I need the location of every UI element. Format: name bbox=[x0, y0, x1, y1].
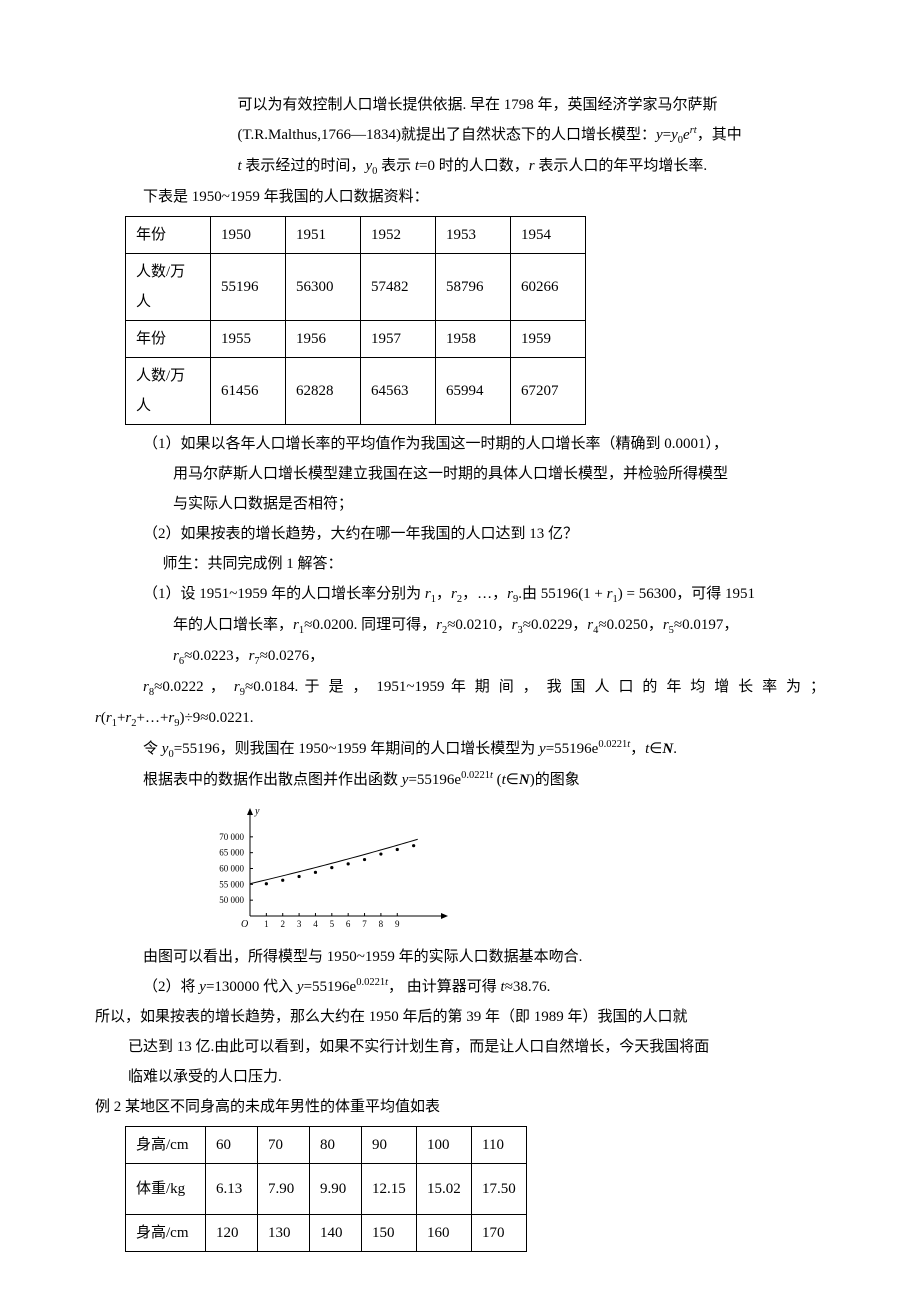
table-cell: 1959 bbox=[511, 321, 586, 358]
table-cell: 1954 bbox=[511, 217, 586, 254]
q2-line: （2）如果按表的增长趋势，大约在哪一年我国的人口达到 13 亿？ bbox=[95, 519, 825, 549]
table-cell: 56300 bbox=[286, 254, 361, 321]
table-cell: 150 bbox=[362, 1215, 417, 1252]
q1-line-a: （1）如果以各年人口增长率的平均值作为我国这一时期的人口增长率（精确到 0.00… bbox=[95, 429, 825, 459]
table-cell: 64563 bbox=[361, 358, 436, 425]
conclusion-b: 已达到 13 亿.由此可以看到，如果不实行计划生育，而是让人口自然增长，今天我国… bbox=[95, 1032, 825, 1062]
table-cell: 年份 bbox=[126, 217, 211, 254]
q1-line-b: 用马尔萨斯人口增长模型建立我国在这一时期的具体人口增长模型，并检验所得模型 bbox=[95, 459, 825, 489]
table-cell: 人数/万人 bbox=[126, 358, 211, 425]
table-cell: 70 bbox=[258, 1127, 310, 1164]
answer1-line5: r(r1+r2+…+r9)÷9≈0.0221. bbox=[95, 703, 825, 734]
table-cell: 67207 bbox=[511, 358, 586, 425]
table-cell: 57482 bbox=[361, 254, 436, 321]
table-cell: 1958 bbox=[436, 321, 511, 358]
table-cell: 1952 bbox=[361, 217, 436, 254]
answer1-line3: r6≈0.0223，r7≈0.0276， bbox=[95, 641, 825, 672]
intro-line2-b: ，其中 bbox=[697, 127, 742, 143]
table-cell: 17.50 bbox=[472, 1164, 527, 1215]
scatter-svg: ytO70 00065 00060 00055 00050 0001234567… bbox=[200, 801, 450, 936]
model-formula: y bbox=[656, 127, 663, 143]
svg-text:6: 6 bbox=[346, 919, 351, 929]
table-cell: 1956 bbox=[286, 321, 361, 358]
intro-line3: t 表示经过的时间，y0 表示 t=0 时的人口数，r 表示人口的年平均增长率. bbox=[95, 151, 825, 182]
answer1-line1: （1）设 1951~1959 年的人口增长率分别为 r1，r2，…，r9.由 5… bbox=[95, 579, 825, 610]
table-cell: 60 bbox=[206, 1127, 258, 1164]
table-cell: 1950 bbox=[211, 217, 286, 254]
table-cell: 12.15 bbox=[362, 1164, 417, 1215]
svg-text:65 000: 65 000 bbox=[219, 848, 244, 858]
intro-line2-a: (T.R.Malthus,1766—1834)就提出了自然状态下的人口增长模型： bbox=[238, 127, 656, 143]
table-cell: 100 bbox=[417, 1127, 472, 1164]
svg-text:O: O bbox=[241, 919, 248, 930]
table-cell: 62828 bbox=[286, 358, 361, 425]
svg-text:70 000: 70 000 bbox=[219, 832, 244, 842]
svg-text:5: 5 bbox=[330, 919, 335, 929]
example2-title: 例 2 某地区不同身高的未成年男性的体重平均值如表 bbox=[95, 1092, 825, 1122]
table-cell: 1953 bbox=[436, 217, 511, 254]
svg-text:60 000: 60 000 bbox=[219, 864, 244, 874]
table-cell: 人数/万人 bbox=[126, 254, 211, 321]
table-cell: 6.13 bbox=[206, 1164, 258, 1215]
table-cell: 130 bbox=[258, 1215, 310, 1252]
table-cell: 身高/cm bbox=[126, 1215, 206, 1252]
scatter-chart: ytO70 00065 00060 00055 00050 0001234567… bbox=[95, 801, 825, 936]
conclusion-c: 临难以承受的人口压力. bbox=[95, 1062, 825, 1092]
answer1-line2: 年的人口增长率，r1≈0.0200. 同理可得，r2≈0.0210，r3≈0.0… bbox=[95, 610, 825, 641]
q2-teacher-line: 师生：共同完成例 1 解答： bbox=[95, 549, 825, 579]
table-cell: 年份 bbox=[126, 321, 211, 358]
svg-text:4: 4 bbox=[313, 919, 318, 929]
table-cell: 61456 bbox=[211, 358, 286, 425]
table-cell: 9.90 bbox=[310, 1164, 362, 1215]
table-cell: 170 bbox=[472, 1215, 527, 1252]
answer2-line1: （2）将 y=130000 代入 y=55196e0.0221t， 由计算器可得… bbox=[95, 972, 825, 1002]
answer1-line6: 令 y0=55196，则我国在 1950~1959 年期间的人口增长模型为 y=… bbox=[95, 734, 825, 765]
table-cell: 1955 bbox=[211, 321, 286, 358]
answer1-after-chart: 由图可以看出，所得模型与 1950~1959 年的实际人口数据基本吻合. bbox=[95, 942, 825, 972]
svg-text:2: 2 bbox=[280, 919, 285, 929]
table-cell: 15.02 bbox=[417, 1164, 472, 1215]
table-cell: 身高/cm bbox=[126, 1127, 206, 1164]
table-cell: 120 bbox=[206, 1215, 258, 1252]
table-cell: 7.90 bbox=[258, 1164, 310, 1215]
table-cell: 65994 bbox=[436, 358, 511, 425]
svg-text:50 000: 50 000 bbox=[219, 895, 244, 905]
svg-text:8: 8 bbox=[379, 919, 384, 929]
table-cell: 体重/kg bbox=[126, 1164, 206, 1215]
table-cell: 1951 bbox=[286, 217, 361, 254]
table-cell: 58796 bbox=[436, 254, 511, 321]
svg-text:1: 1 bbox=[264, 919, 269, 929]
svg-text:55 000: 55 000 bbox=[219, 879, 244, 889]
svg-text:3: 3 bbox=[297, 919, 302, 929]
table-cell: 80 bbox=[310, 1127, 362, 1164]
table-cell: 90 bbox=[362, 1127, 417, 1164]
svg-text:9: 9 bbox=[395, 919, 400, 929]
svg-text:y: y bbox=[254, 806, 260, 817]
answer1-line4: r8≈0.0222 ， r9≈0.0184. 于 是 ， 1951~1959 年… bbox=[95, 672, 825, 703]
population-table: 年份19501951195219531954人数/万人5519656300574… bbox=[125, 216, 586, 425]
q1-line-c: 与实际人口数据是否相符； bbox=[95, 489, 825, 519]
svg-text:7: 7 bbox=[362, 919, 367, 929]
table-cell: 160 bbox=[417, 1215, 472, 1252]
conclusion-a: 所以，如果按表的增长趋势，那么大约在 1950 年后的第 39 年（即 1989… bbox=[95, 1002, 825, 1032]
table-cell: 60266 bbox=[511, 254, 586, 321]
height-weight-table: 身高/cm60708090100110体重/kg6.137.909.9012.1… bbox=[125, 1126, 527, 1252]
table1-caption: 下表是 1950~1959 年我国的人口数据资料： bbox=[95, 182, 825, 212]
table-cell: 140 bbox=[310, 1215, 362, 1252]
intro-line1: 可以为有效控制人口增长提供依据. 早在 1798 年，英国经济学家马尔萨斯 bbox=[95, 90, 825, 120]
table-cell: 1957 bbox=[361, 321, 436, 358]
table-cell: 110 bbox=[472, 1127, 527, 1164]
table-cell: 55196 bbox=[211, 254, 286, 321]
answer1-line7: 根据表中的数据作出散点图并作出函数 y=55196e0.0221t (t∈N)的… bbox=[95, 765, 825, 795]
intro-line2: (T.R.Malthus,1766—1834)就提出了自然状态下的人口增长模型：… bbox=[95, 120, 825, 151]
